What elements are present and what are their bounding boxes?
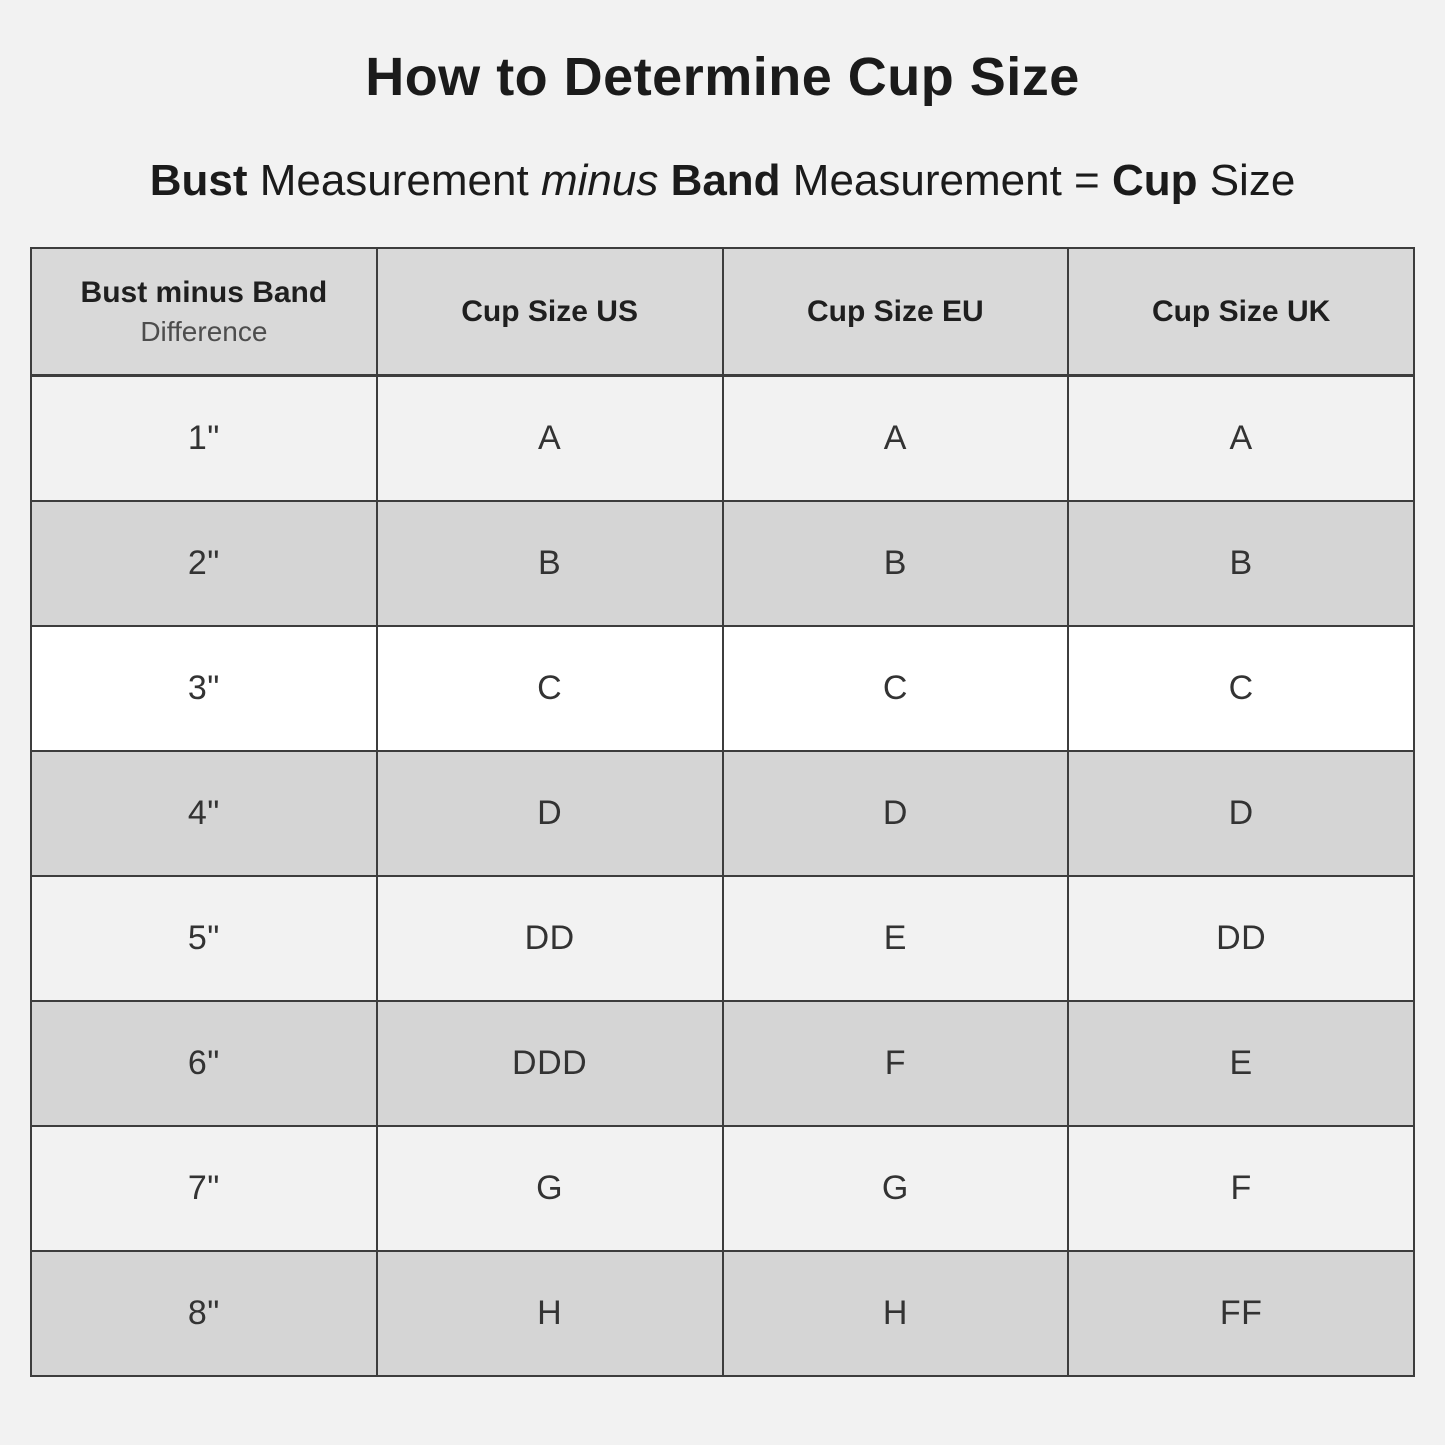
- cell-cup-uk: A: [1067, 374, 1415, 502]
- cell-difference: 4": [30, 749, 378, 877]
- table-row: 8" H H FF: [30, 1249, 1415, 1377]
- subtitle-measurement-1: Measurement: [247, 156, 541, 206]
- column-header-cup-us: Cup Size US: [375, 246, 724, 378]
- subtitle-size: Size: [1197, 156, 1296, 206]
- cell-cup-us: B: [375, 499, 724, 627]
- cell-difference: 1": [30, 374, 378, 502]
- cell-difference: 2": [30, 499, 378, 627]
- cell-cup-uk: B: [1067, 499, 1415, 627]
- cell-cup-eu: F: [721, 999, 1070, 1127]
- table-row: 4" D D D: [30, 749, 1415, 877]
- cell-cup-uk: E: [1067, 999, 1415, 1127]
- cell-cup-uk: FF: [1067, 1249, 1415, 1377]
- cell-difference: 6": [30, 999, 378, 1127]
- cell-cup-eu: C: [721, 624, 1070, 752]
- column-header-cup-uk: Cup Size UK: [1067, 246, 1415, 378]
- table-row: 2" B B B: [30, 499, 1415, 627]
- table-header: Bust minus Band Difference Cup Size US C…: [30, 246, 1415, 378]
- table-body: 1" A A A 2" B B B 3" C C C 4" D D D: [30, 374, 1415, 1377]
- cell-cup-eu: H: [721, 1249, 1070, 1377]
- subtitle: Bust Measurement minus Band Measurement …: [0, 156, 1445, 207]
- cell-cup-us: A: [375, 374, 724, 502]
- page: How to Determine Cup Size Bust Measureme…: [0, 47, 1445, 1377]
- cell-cup-us: D: [375, 749, 724, 877]
- cell-cup-us: DDD: [375, 999, 724, 1127]
- cell-cup-uk: D: [1067, 749, 1415, 877]
- cell-cup-eu: D: [721, 749, 1070, 877]
- cell-cup-uk: F: [1067, 1124, 1415, 1252]
- table-row: 1" A A A: [30, 374, 1415, 502]
- cell-cup-eu: G: [721, 1124, 1070, 1252]
- cell-difference: 5": [30, 874, 378, 1002]
- table-row: 3" C C C: [30, 624, 1415, 752]
- cell-cup-eu: B: [721, 499, 1070, 627]
- cell-difference: 3": [30, 624, 378, 752]
- column-header-difference-sublabel: Difference: [140, 315, 268, 347]
- cell-cup-us: DD: [375, 874, 724, 1002]
- subtitle-bust: Bust: [149, 156, 248, 206]
- cell-cup-uk: C: [1067, 624, 1415, 752]
- subtitle-measurement-2: Measurement =: [780, 156, 1112, 206]
- cell-cup-uk: DD: [1067, 874, 1415, 1002]
- cell-difference: 8": [30, 1249, 378, 1377]
- column-header-difference-label: Bust minus Band: [80, 275, 328, 309]
- cell-cup-eu: A: [721, 374, 1070, 502]
- header-row: Bust minus Band Difference Cup Size US C…: [30, 246, 1415, 378]
- cell-difference: 7": [30, 1124, 378, 1252]
- column-header-cup-eu: Cup Size EU: [721, 246, 1070, 378]
- subtitle-cup: Cup: [1111, 156, 1198, 206]
- column-header-difference: Bust minus Band Difference: [30, 246, 378, 378]
- cell-cup-eu: E: [721, 874, 1070, 1002]
- subtitle-space: [658, 156, 670, 205]
- subtitle-band: Band: [670, 156, 781, 206]
- subtitle-minus: minus: [540, 156, 659, 206]
- cell-cup-us: G: [375, 1124, 724, 1252]
- cell-cup-us: C: [375, 624, 724, 752]
- page-title: How to Determine Cup Size: [365, 47, 1080, 107]
- cup-size-table: Bust minus Band Difference Cup Size US C…: [30, 246, 1415, 1377]
- table-row: 5" DD E DD: [30, 874, 1415, 1002]
- table-row: 7" G G F: [30, 1124, 1415, 1252]
- cell-cup-us: H: [375, 1249, 724, 1377]
- table-row: 6" DDD F E: [30, 999, 1415, 1127]
